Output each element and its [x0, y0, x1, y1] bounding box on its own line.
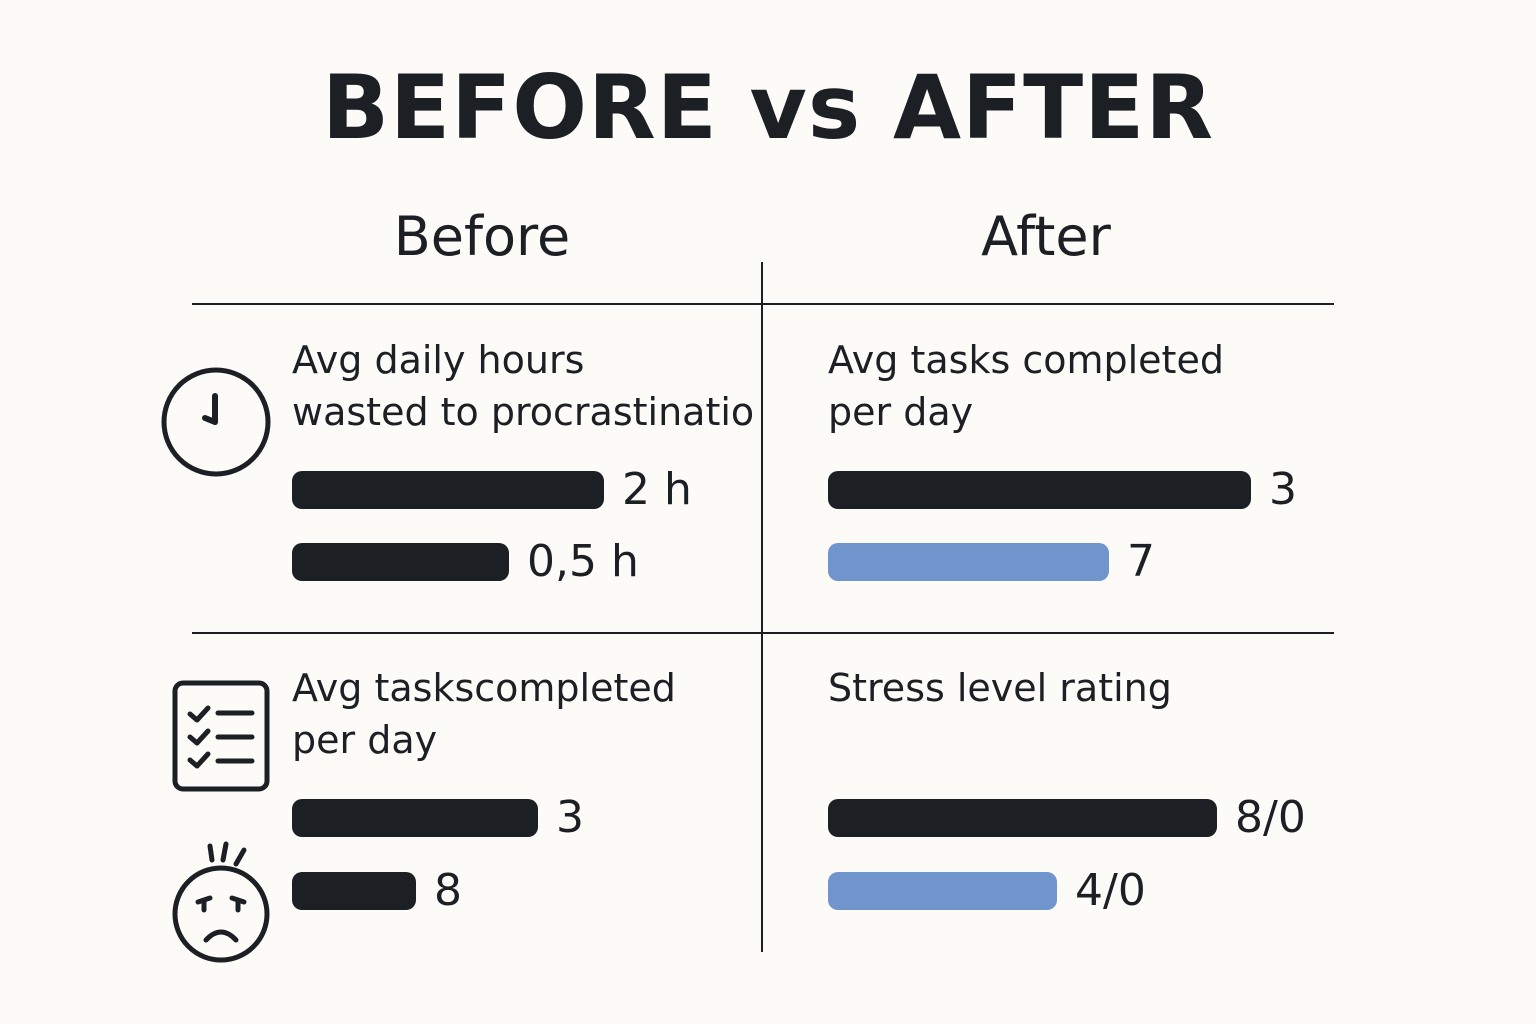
row-divider [192, 632, 1334, 634]
page-title: BEFORE vs AFTER [321, 56, 1215, 159]
bar-value-label: 2 h [622, 464, 692, 515]
bar-row-bottom-right-2: 4/0 [828, 867, 1146, 915]
metric-title-top-right: Avg tasks completed per day [828, 338, 1224, 434]
bar-bottom-right-2 [828, 872, 1057, 910]
bar-top-left-1 [292, 471, 604, 509]
bar-top-right-2 [828, 543, 1109, 581]
bar-value-label: 0,5 h [527, 536, 639, 587]
after-column-header: After [981, 205, 1111, 268]
bar-top-left-2 [292, 543, 509, 581]
bar-value-label: 3 [1269, 464, 1297, 515]
bar-value-label: 8 [434, 865, 462, 916]
header-divider [192, 303, 1334, 305]
checklist-icon [172, 680, 270, 792]
bar-value-label: 4/0 [1075, 865, 1146, 916]
before-column-header: Before [393, 205, 571, 268]
clock-icon [161, 367, 271, 477]
bar-row-top-right-2: 7 [828, 538, 1155, 586]
metric-title-bottom-right: Stress level rating [828, 666, 1172, 710]
bar-row-top-left-2: 0,5 h [292, 538, 639, 586]
stressed-face-icon [172, 841, 270, 963]
column-divider [761, 262, 763, 952]
bar-top-right-1 [828, 471, 1251, 509]
metric-title-bottom-left: Avg taskscompleted per day [292, 666, 676, 762]
bar-bottom-left-1 [292, 799, 538, 837]
bar-value-label: 3 [556, 792, 584, 843]
bar-row-bottom-left-2: 8 [292, 867, 462, 915]
bar-value-label: 7 [1127, 536, 1155, 587]
bar-bottom-left-2 [292, 872, 416, 910]
bar-value-label: 8/0 [1235, 792, 1306, 843]
bar-row-bottom-right-1: 8/0 [828, 794, 1306, 842]
metric-title-top-left: Avg daily hours wasted to procrastinatio [292, 338, 755, 434]
bar-row-top-left-1: 2 h [292, 466, 692, 514]
bar-row-top-right-1: 3 [828, 466, 1297, 514]
bar-bottom-right-1 [828, 799, 1217, 837]
bar-row-bottom-left-1: 3 [292, 794, 584, 842]
